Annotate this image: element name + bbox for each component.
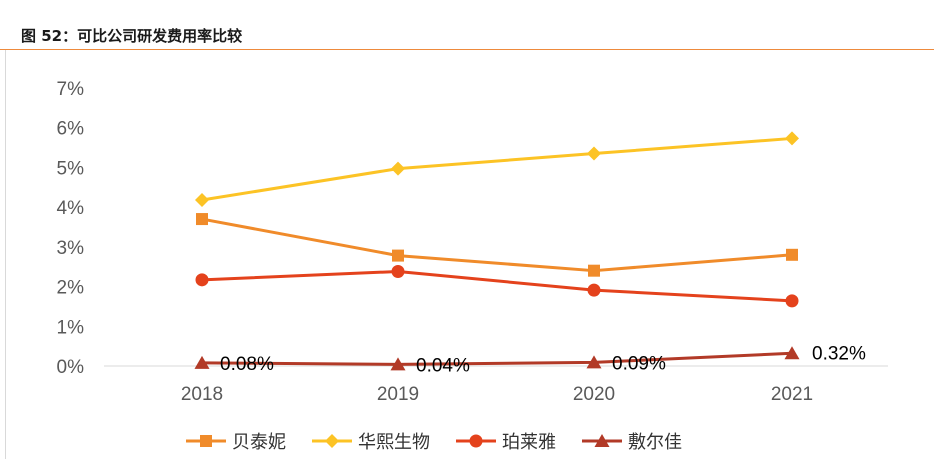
data-point	[392, 249, 404, 262]
legend-swatch	[582, 434, 622, 447]
data-labels: 0.08% 0.04% 0.09% 0.32%	[220, 343, 866, 376]
data-point	[587, 146, 601, 161]
legend-marker	[469, 434, 483, 448]
legend-item: 珀莱雅	[454, 428, 556, 454]
legend-item: 贝泰妮	[184, 428, 286, 454]
legend-marker	[200, 435, 212, 447]
series-group	[194, 131, 800, 371]
y-tick-label: 0%	[57, 357, 85, 378]
y-tick-label: 2%	[57, 278, 85, 299]
y-tick-label: 5%	[57, 158, 85, 179]
data-point	[588, 264, 600, 277]
y-axis-ticks: 7% 6% 5% 4% 3% 2% 1% 0%	[57, 79, 85, 378]
legend-label: 敷尔佳	[628, 432, 682, 453]
data-point	[195, 192, 209, 207]
legend-marker	[325, 434, 339, 448]
legend-item: 华熙生物	[310, 428, 430, 454]
x-tick-label: 2019	[377, 384, 419, 405]
data-point	[785, 294, 799, 308]
data-point	[196, 213, 208, 226]
legend-label: 华熙生物	[358, 432, 430, 453]
data-point	[391, 161, 405, 176]
data-label: 0.09%	[612, 353, 666, 374]
data-label: 0.08%	[220, 354, 274, 375]
legend-item: 敷尔佳	[580, 428, 682, 454]
data-point	[586, 355, 602, 369]
series-line	[201, 269, 793, 303]
x-tick-label: 2020	[573, 384, 615, 405]
series-line	[201, 217, 793, 273]
data-label: 0.32%	[812, 343, 866, 364]
legend-marker	[594, 434, 610, 447]
series-line	[201, 351, 793, 366]
y-tick-label: 1%	[57, 317, 85, 338]
frame-divider	[5, 50, 6, 459]
data-point	[786, 248, 798, 261]
x-tick-label: 2018	[181, 384, 223, 405]
data-point	[390, 357, 406, 371]
legend-swatch	[456, 434, 496, 448]
data-point	[391, 264, 405, 278]
legend-swatch	[312, 434, 352, 448]
series-line	[201, 136, 793, 202]
data-point	[785, 131, 799, 146]
x-axis-ticks: 2018 2019 2020 2021	[181, 384, 813, 405]
legend: 贝泰妮 华熙生物 珀莱雅 敷尔佳	[184, 428, 706, 454]
x-tick-label: 2021	[771, 384, 813, 405]
data-point	[195, 273, 209, 287]
data-point	[587, 283, 601, 297]
data-point	[784, 346, 800, 360]
y-tick-label: 7%	[57, 79, 85, 100]
legend-label: 贝泰妮	[232, 432, 286, 453]
figure-header: 图 52：可比公司研发费用率比较	[0, 0, 934, 50]
legend-swatch	[186, 435, 226, 447]
y-tick-label: 4%	[57, 198, 85, 219]
data-point	[194, 355, 210, 369]
data-label: 0.04%	[416, 355, 470, 376]
y-tick-label: 3%	[57, 238, 85, 259]
y-tick-label: 6%	[57, 119, 85, 140]
line-chart: 7%6%5%4%3%2%1%0% 2018 2019 2020 2021 0.08% 0…	[57, 79, 888, 405]
chart-title: 图 52：可比公司研发费用率比较	[21, 27, 243, 45]
legend-label: 珀莱雅	[502, 432, 556, 453]
